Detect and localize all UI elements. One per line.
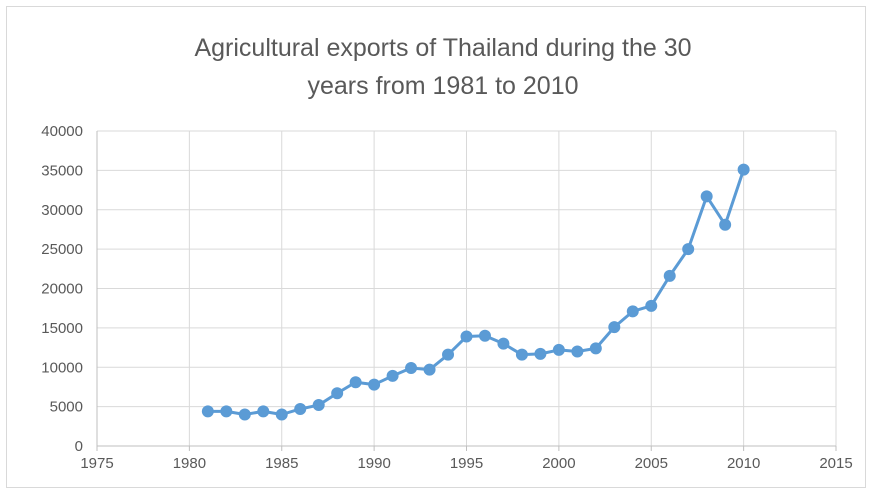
data-point-1986 [294,402,307,415]
data-point-2007 [682,243,695,256]
data-point-2005 [645,299,658,312]
data-point-2001 [571,345,584,358]
y-tick-label: 35000 [41,162,83,179]
series-line [207,169,746,416]
data-point-1987 [312,399,325,412]
y-tick-label: 15000 [41,320,83,337]
chart-title-line-1: Agricultural exports of Thailand during … [194,34,691,62]
data-point-2009 [719,218,732,231]
y-tick-label: 25000 [41,241,83,258]
data-point-1990 [368,378,381,391]
data-point-1984 [257,405,270,418]
chart-frame [6,6,866,488]
data-point-1997 [497,337,510,350]
data-point-1989 [349,376,362,389]
data-point-1985 [275,408,288,421]
data-point-2002 [589,342,602,355]
data-point-1993 [423,363,436,376]
x-tick-label: 1995 [450,455,483,472]
y-tick-label: 5000 [50,399,83,416]
y-tick-label: 30000 [41,202,83,219]
series-layer [201,163,750,421]
tick-labels: 0 5000 10000 15000 20000 25000 30000 35000 40000… [41,123,852,472]
data-point-2008 [700,190,713,203]
data-point-1995 [460,330,473,343]
x-tick-label: 1990 [357,455,390,472]
y-tick-label: 40000 [41,123,83,140]
x-tick-label: 1975 [80,455,113,472]
x-tick-label: 1980 [173,455,206,472]
data-point-1988 [331,387,344,400]
data-point-1996 [478,329,491,342]
data-point-1982 [220,405,233,418]
data-point-1991 [386,369,399,382]
data-point-1998 [515,348,528,361]
x-tick-label: 2015 [819,455,852,472]
y-tick-label: 10000 [41,359,83,376]
y-tick-label: 0 [75,438,83,455]
x-tick-label: 2000 [542,455,575,472]
data-point-1994 [442,348,455,361]
data-point-2003 [608,321,621,334]
data-point-2006 [663,269,676,282]
data-point-2010 [737,163,750,176]
data-point-2000 [552,343,565,356]
data-point-1999 [534,347,547,360]
y-tick-label: 20000 [41,281,83,298]
data-point-2004 [626,305,639,318]
data-point-1981 [201,405,214,418]
data-point-1983 [238,408,251,421]
chart-title-line-2: years from 1981 to 2010 [308,72,579,100]
grid-layer [97,130,837,446]
axis-layer [96,131,837,451]
x-tick-label: 2005 [635,455,668,472]
x-tick-label: 1985 [265,455,298,472]
x-tick-label: 2010 [727,455,760,472]
data-point-1992 [405,362,418,375]
